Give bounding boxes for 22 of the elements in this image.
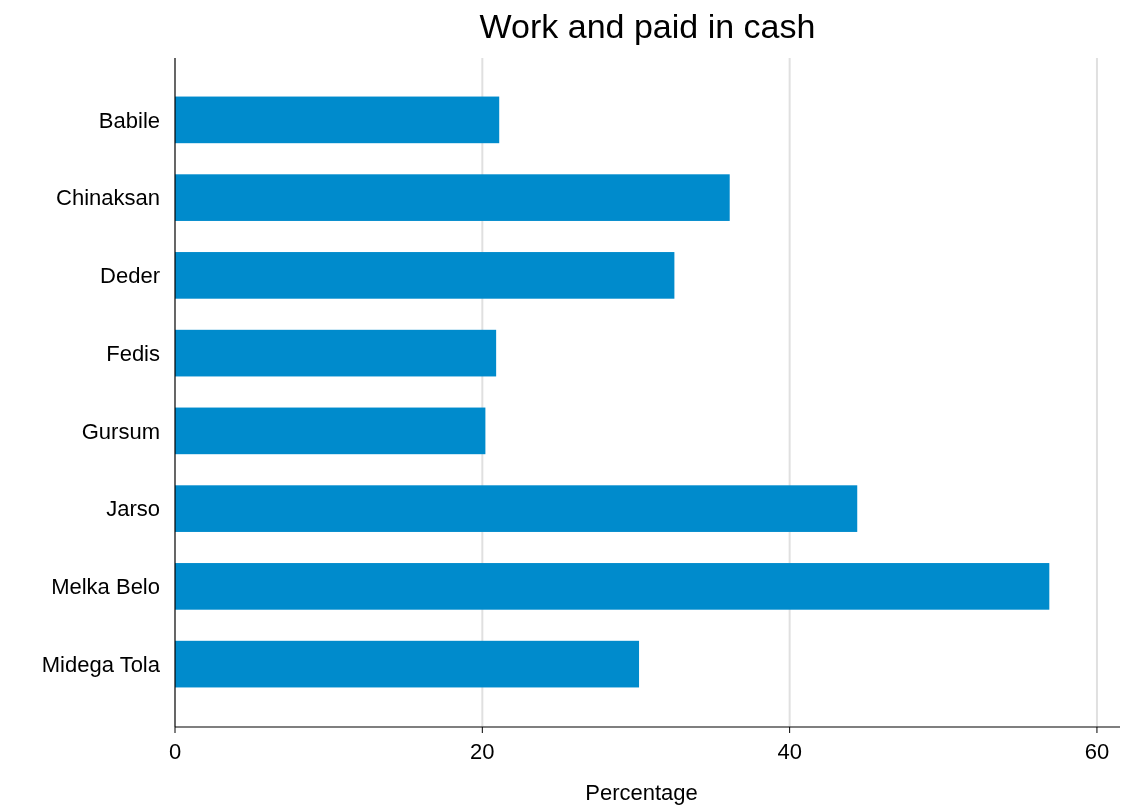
y-tick-label: Deder: [100, 263, 160, 289]
y-tick-label: Midega Tola: [41, 651, 161, 677]
bar: [175, 174, 730, 221]
bar: [175, 407, 486, 455]
bar: [175, 96, 500, 144]
y-tick-label: Gursum: [81, 418, 160, 444]
y-tick-label: Babile: [98, 107, 160, 133]
y-tick-label: Melka Belo: [51, 574, 160, 600]
y-tick-label: Jarso: [106, 496, 160, 522]
x-axis-title: Percentage: [585, 780, 698, 805]
x-tick-label: 0: [168, 739, 182, 764]
y-tick-label: Chinaksan: [56, 185, 160, 211]
chart-title: Work and paid in cash: [479, 7, 816, 45]
bar: [175, 640, 640, 688]
bar: [175, 563, 1050, 610]
bar: [175, 485, 858, 532]
bar: [175, 329, 497, 377]
bar: [175, 252, 675, 299]
y-tick-label: Fedis: [106, 340, 160, 366]
x-tick-label: 20: [470, 739, 495, 764]
x-tick-label: 40: [777, 739, 802, 764]
x-tick-label: 60: [1084, 739, 1110, 764]
